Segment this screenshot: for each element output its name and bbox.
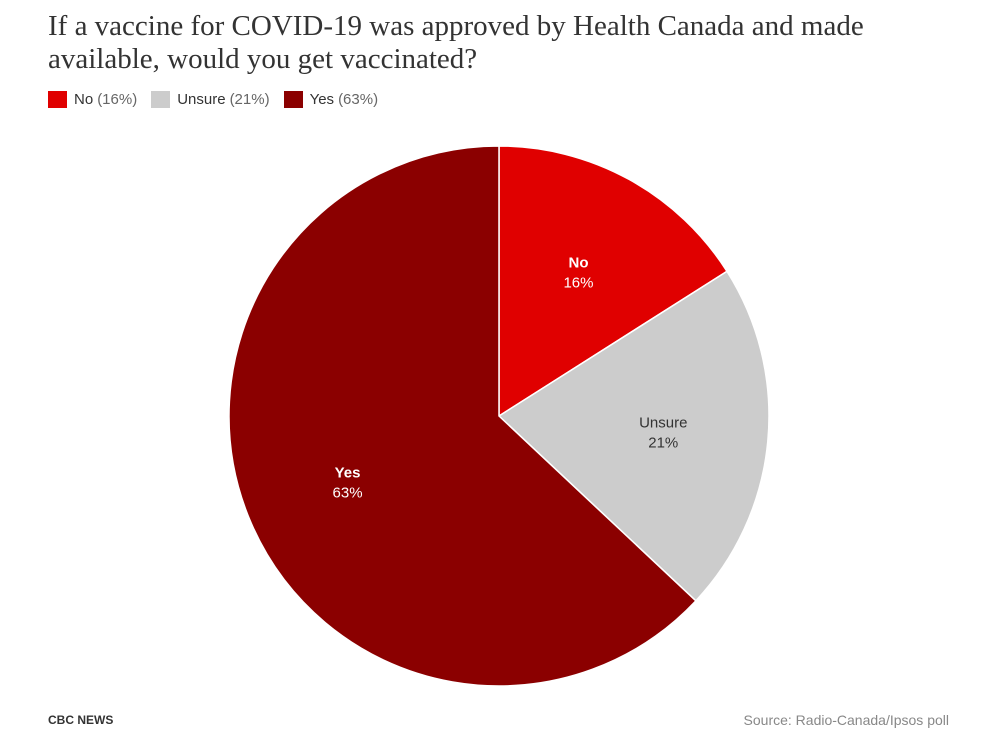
legend-item-yes: Yes (63%) — [283, 91, 379, 108]
slice-value-yes: 63% — [333, 485, 363, 502]
source-note: Source: Radio-Canada/Ipsos poll — [743, 712, 949, 728]
slice-label-no: No — [568, 254, 588, 271]
legend-item-unsure: Unsure (21%) — [151, 91, 270, 108]
brand-label: CBC NEWS — [48, 713, 114, 727]
legend-label-yes: Yes — [309, 91, 335, 108]
pie-slice-yes — [228, 145, 697, 687]
pie-slice-unsure — [497, 270, 770, 602]
slice-label-yes: Yes — [335, 465, 361, 482]
legend-label-no: No — [74, 91, 94, 108]
legend-item-no: No (16%) — [48, 91, 137, 108]
legend-pct-no: (16%) — [97, 91, 138, 108]
legend-label-unsure: Unsure — [177, 91, 226, 108]
slice-value-no: 16% — [563, 274, 593, 291]
legend-swatch-yes — [283, 91, 303, 108]
legend: No (16%) Unsure (21%) Yes (63%) — [48, 91, 392, 108]
legend-pct-unsure: (21%) — [229, 91, 270, 108]
legend-swatch-unsure — [151, 91, 171, 108]
legend-swatch-no — [48, 91, 67, 108]
slice-label-unsure: Unsure — [639, 415, 687, 432]
chart-title: If a vaccine for COVID-19 was approved b… — [48, 10, 864, 75]
legend-pct-yes: (63%) — [338, 91, 379, 108]
pie-slice-no — [498, 145, 729, 418]
slice-value-unsure: 21% — [648, 435, 678, 452]
